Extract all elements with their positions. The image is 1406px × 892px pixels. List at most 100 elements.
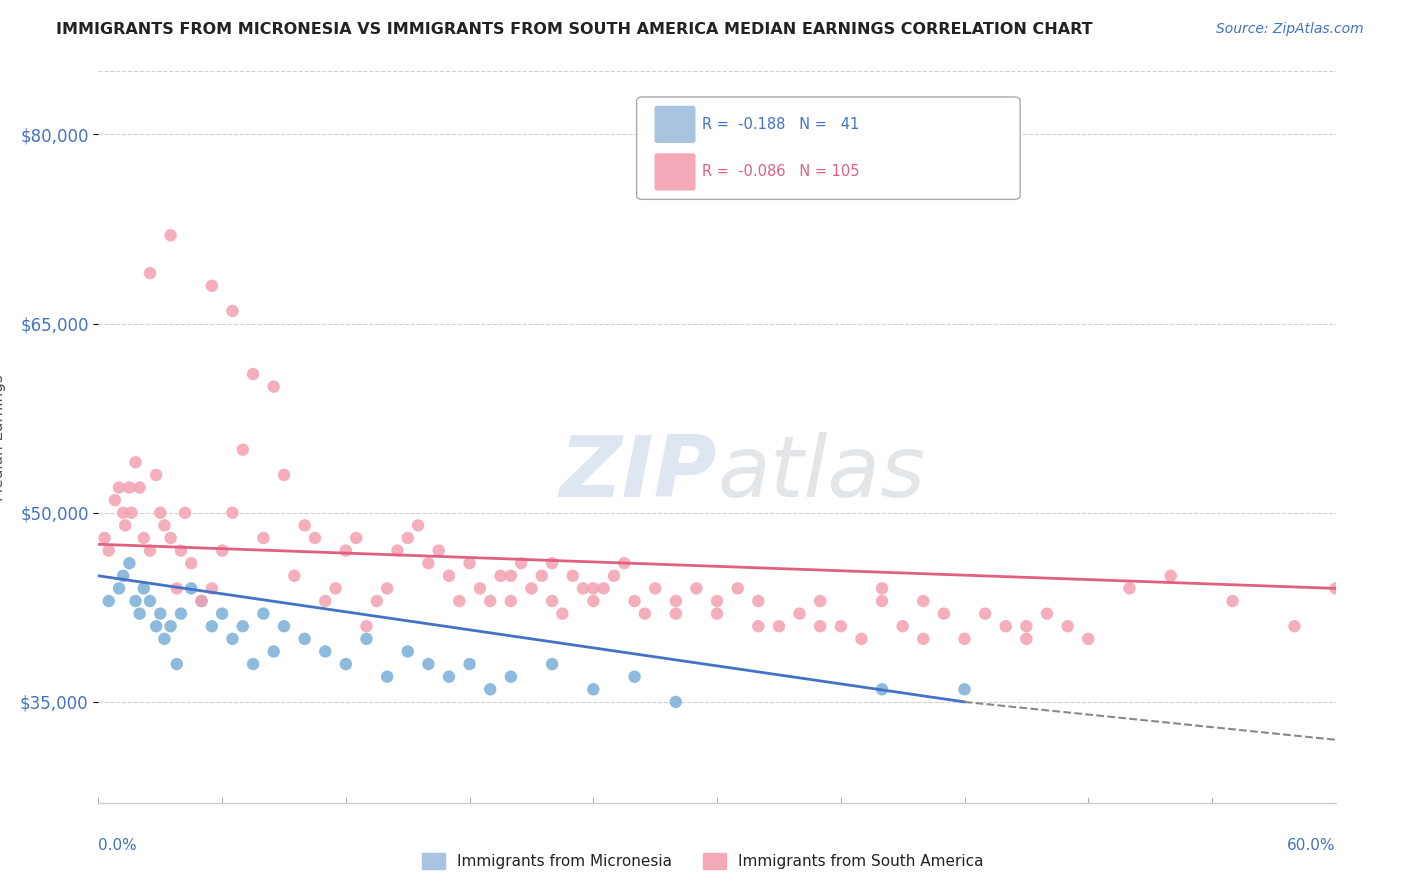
Point: [974, 607, 997, 621]
Point: [166, 657, 188, 671]
Point: [458, 657, 481, 671]
Point: [808, 619, 831, 633]
Point: [356, 632, 378, 646]
Point: [953, 632, 976, 646]
Point: [665, 594, 688, 608]
Point: [242, 657, 264, 671]
Point: [128, 481, 150, 495]
Point: [1077, 632, 1099, 646]
Point: [108, 582, 131, 596]
Point: [623, 594, 645, 608]
Point: [180, 556, 202, 570]
Point: [582, 682, 605, 697]
Y-axis label: Median Earnings: Median Earnings: [0, 374, 6, 500]
Point: [499, 670, 522, 684]
Point: [747, 619, 769, 633]
Point: [1015, 632, 1038, 646]
Point: [768, 619, 790, 633]
Point: [851, 632, 873, 646]
Point: [366, 594, 388, 608]
Point: [159, 228, 181, 243]
Point: [1284, 619, 1306, 633]
Point: [132, 531, 155, 545]
Point: [221, 632, 243, 646]
Point: [304, 531, 326, 545]
Point: [932, 607, 955, 621]
Point: [870, 594, 893, 608]
Text: Source: ZipAtlas.com: Source: ZipAtlas.com: [1216, 22, 1364, 37]
Point: [1118, 582, 1140, 596]
Point: [170, 543, 193, 558]
Point: [582, 594, 605, 608]
Text: R =  -0.188   N =   41: R = -0.188 N = 41: [702, 117, 859, 132]
Point: [499, 569, 522, 583]
Text: IMMIGRANTS FROM MICRONESIA VS IMMIGRANTS FROM SOUTH AMERICA MEDIAN EARNINGS CORR: IMMIGRANTS FROM MICRONESIA VS IMMIGRANTS…: [56, 22, 1092, 37]
Point: [314, 644, 336, 658]
Point: [541, 594, 564, 608]
Point: [149, 607, 172, 621]
FancyBboxPatch shape: [637, 97, 1021, 200]
Point: [108, 481, 131, 495]
Point: [634, 607, 657, 621]
Legend: Immigrants from Micronesia, Immigrants from South America: Immigrants from Micronesia, Immigrants f…: [416, 847, 990, 875]
Point: [201, 582, 224, 596]
Point: [1036, 607, 1059, 621]
Point: [263, 644, 285, 658]
Point: [870, 582, 893, 596]
Point: [180, 582, 202, 596]
Point: [891, 619, 914, 633]
Point: [118, 556, 141, 570]
Point: [706, 594, 728, 608]
Text: ZIP: ZIP: [560, 432, 717, 516]
Point: [190, 594, 212, 608]
Point: [104, 493, 127, 508]
Point: [375, 670, 398, 684]
Point: [252, 607, 274, 621]
Point: [139, 594, 162, 608]
Point: [314, 594, 336, 608]
Point: [201, 619, 224, 633]
Point: [830, 619, 852, 633]
Point: [273, 619, 295, 633]
Point: [418, 556, 440, 570]
Point: [541, 657, 564, 671]
Point: [1222, 594, 1244, 608]
Point: [190, 594, 212, 608]
Point: [499, 594, 522, 608]
Point: [706, 607, 728, 621]
Point: [468, 582, 491, 596]
Point: [449, 594, 471, 608]
Point: [149, 506, 172, 520]
Point: [242, 367, 264, 381]
Point: [120, 506, 142, 520]
Point: [953, 682, 976, 697]
Point: [808, 594, 831, 608]
Point: [294, 518, 316, 533]
Point: [685, 582, 707, 596]
Point: [335, 543, 357, 558]
Point: [159, 619, 181, 633]
Point: [166, 582, 188, 596]
Point: [174, 506, 197, 520]
Point: [294, 632, 316, 646]
Point: [97, 543, 120, 558]
Point: [132, 582, 155, 596]
Point: [489, 569, 512, 583]
Point: [128, 607, 150, 621]
Point: [335, 657, 357, 671]
Point: [153, 632, 176, 646]
Point: [561, 569, 583, 583]
Point: [665, 607, 688, 621]
Point: [124, 594, 146, 608]
Point: [510, 556, 533, 570]
Point: [396, 644, 419, 658]
Point: [582, 582, 605, 596]
Point: [153, 518, 176, 533]
Text: 0.0%: 0.0%: [98, 838, 138, 854]
Point: [159, 531, 181, 545]
Point: [418, 657, 440, 671]
Point: [221, 506, 243, 520]
Point: [427, 543, 450, 558]
Point: [221, 304, 243, 318]
Point: [145, 619, 167, 633]
